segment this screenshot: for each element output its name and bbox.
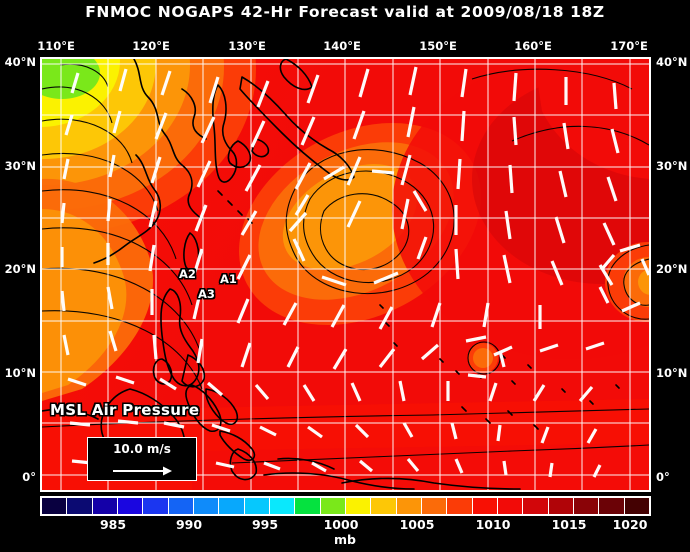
lon-tick-150e: 150°E: [419, 39, 457, 53]
colorbar-tick-1000: 1000: [323, 517, 359, 532]
annotation-a3: A3: [198, 287, 215, 301]
colorbar-swatch-17: [472, 498, 498, 514]
lat-tick-left-20n: 20°N: [4, 262, 36, 276]
colorbar-swatch-7: [219, 498, 245, 514]
colorbar-swatch-6: [193, 498, 220, 514]
annotation-a1: A1: [220, 272, 237, 286]
map-raster: [42, 59, 649, 490]
lat-tick-left-10n: 10°N: [4, 366, 36, 380]
colorbar-swatch-10: [295, 498, 321, 514]
colorbar-tick-995: 995: [251, 517, 279, 532]
lat-tick-left-0: 0°: [22, 470, 36, 484]
wind-scale-key: 10.0 m/s: [87, 437, 197, 481]
lat-tick-right-30n: 30°N: [656, 159, 688, 173]
wind-scale-value: 10.0 m/s: [113, 442, 171, 456]
colorbar-swatch-3: [117, 498, 144, 514]
colorbar-swatch-2: [92, 498, 118, 514]
lat-tick-right-0: 0°: [656, 470, 670, 484]
colorbar-tick-985: 985: [99, 517, 127, 532]
lat-tick-right-10n: 10°N: [656, 366, 688, 380]
colorbar-swatch-23: [624, 498, 649, 514]
colorbar-swatch-8: [244, 498, 270, 514]
colorbar-swatch-15: [421, 498, 448, 514]
lat-tick-left-40n: 40°N: [4, 55, 36, 69]
colorbar-tick-990: 990: [175, 517, 203, 532]
annotation-a2: A2: [179, 267, 196, 281]
colorbar-swatch-5: [168, 498, 194, 514]
lat-tick-right-20n: 20°N: [656, 262, 688, 276]
colorbar-swatch-12: [345, 498, 372, 514]
colorbar-swatch-21: [573, 498, 600, 514]
colorbar-swatch-4: [143, 498, 169, 514]
lon-tick-140e: 140°E: [323, 39, 361, 53]
lon-tick-120e: 120°E: [132, 39, 170, 53]
pressure-colorbar: [40, 496, 651, 516]
colorbar-swatch-13: [371, 498, 397, 514]
lat-tick-left-30n: 30°N: [4, 159, 36, 173]
map-canvas: A1 A2 A3 MSL Air Pressure: [40, 57, 651, 492]
colorbar-unit-label: mb: [334, 532, 356, 547]
colorbar-swatch-20: [548, 498, 574, 514]
lat-tick-right-40n: 40°N: [656, 55, 688, 69]
field-label: MSL Air Pressure: [50, 401, 200, 419]
colorbar-swatch-19: [523, 498, 549, 514]
right-arrow-icon: [113, 466, 172, 476]
colorbar-tick-1020: 1020: [612, 517, 648, 532]
colorbar-tick-1015: 1015: [551, 517, 587, 532]
colorbar-tick-1010: 1010: [475, 517, 511, 532]
colorbar-swatch-1: [67, 498, 93, 514]
figure-title: FNMOC NOGAPS 42-Hr Forecast valid at 200…: [85, 3, 605, 21]
colorbar-swatch-9: [269, 498, 296, 514]
colorbar-tick-1005: 1005: [399, 517, 435, 532]
lon-tick-170e: 170°E: [610, 39, 648, 53]
colorbar-swatch-18: [497, 498, 524, 514]
colorbar-swatch-11: [320, 498, 346, 514]
lon-tick-160e: 160°E: [514, 39, 552, 53]
lon-tick-110e: 110°E: [37, 39, 75, 53]
colorbar-swatch-0: [42, 498, 68, 514]
lon-tick-130e: 130°E: [228, 39, 266, 53]
colorbar-swatch-22: [599, 498, 625, 514]
colorbar-swatch-16: [447, 498, 473, 514]
colorbar-swatch-14: [396, 498, 422, 514]
